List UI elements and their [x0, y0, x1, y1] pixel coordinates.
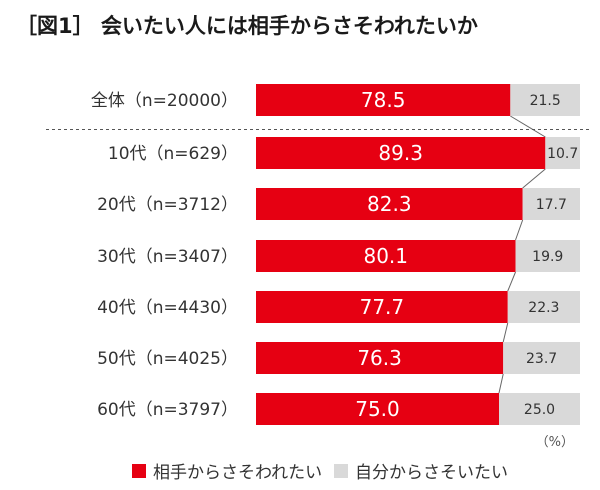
- value-label-series-0: 80.1: [363, 244, 408, 268]
- value-label-series-1: 25.0: [524, 402, 555, 418]
- connector-line: [502, 322, 509, 343]
- value-label-series-0: 77.7: [360, 295, 405, 319]
- value-label-series-1: 10.7: [547, 146, 578, 162]
- bar-segment-series-0: [256, 342, 504, 374]
- value-label-series-1: 23.7: [526, 351, 557, 367]
- value-label-series-1: 22.3: [528, 300, 559, 316]
- legend-item: 自分からさそいたい: [334, 463, 508, 483]
- value-label-series-0: 76.3: [357, 346, 402, 370]
- value-label-series-0: 78.5: [361, 88, 406, 112]
- bar-segment-series-1: [522, 188, 580, 220]
- bar-rows: 全体（n=20000） 78.5 21.5 10代（n=629） 89.3 10.7 20代…: [91, 84, 580, 425]
- category-label: 全体（n=20000）: [91, 91, 238, 111]
- value-label-series-1: 21.5: [530, 93, 561, 109]
- connector-line: [498, 373, 504, 394]
- bar-row: 60代（n=3797） 75.0 25.0: [97, 393, 580, 425]
- connector-line: [522, 168, 546, 189]
- legend: 相手からさそわれたい 自分からさそいたい: [132, 463, 508, 483]
- legend-swatch: [132, 464, 146, 478]
- legend-swatch: [334, 464, 348, 478]
- legend-label: 自分からさそいたい: [355, 463, 508, 483]
- bar-segment-series-0: [256, 291, 508, 323]
- connector-line: [515, 219, 524, 241]
- bar-segment-series-1: [507, 291, 580, 323]
- bar-segment-series-0: [256, 393, 499, 425]
- bar-segment-series-0: [256, 84, 511, 116]
- connector-lines: [498, 115, 546, 394]
- category-label: 50代（n=4025）: [97, 349, 238, 369]
- unit-label: （%）: [536, 435, 574, 450]
- bar-row: 50代（n=4025） 76.3 23.7: [97, 342, 580, 374]
- value-label-series-0: 89.3: [378, 141, 423, 165]
- bar-segment-series-1: [545, 137, 580, 169]
- category-label: 40代（n=4430）: [97, 298, 238, 318]
- value-label-series-1: 17.7: [536, 197, 567, 213]
- legend-label: 相手からさそわれたい: [153, 463, 322, 483]
- bar-row: 20代（n=3712） 82.3 17.7: [97, 188, 580, 220]
- connector-line: [507, 271, 516, 292]
- bar-segment-series-1: [503, 342, 580, 374]
- category-label: 10代（n=629）: [108, 144, 238, 164]
- bar-row: 全体（n=20000） 78.5 21.5: [91, 84, 580, 116]
- chart-title: ［図1］ 会いたい人には相手からさそわれたいか: [16, 14, 478, 38]
- bar-row: 30代（n=3407） 80.1 19.9: [97, 240, 580, 272]
- bar-row: 40代（n=4430） 77.7 22.3: [97, 291, 580, 323]
- category-label: 30代（n=3407）: [97, 247, 238, 267]
- bar-segment-series-1: [499, 393, 580, 425]
- value-label-series-0: 75.0: [355, 397, 400, 421]
- legend-item: 相手からさそわれたい: [132, 463, 322, 483]
- bar-segment-series-0: [256, 137, 546, 169]
- bar-segment-series-0: [256, 240, 516, 272]
- bar-segment-series-1: [515, 240, 580, 272]
- connector-line: [510, 115, 546, 138]
- value-label-series-1: 19.9: [532, 249, 563, 265]
- category-label: 60代（n=3797）: [97, 400, 238, 420]
- value-label-series-0: 82.3: [367, 192, 412, 216]
- category-label: 20代（n=3712）: [97, 195, 238, 215]
- bar-row: 10代（n=629） 89.3 10.7: [108, 137, 580, 169]
- bar-segment-series-0: [256, 188, 523, 220]
- bar-segment-series-1: [510, 84, 580, 116]
